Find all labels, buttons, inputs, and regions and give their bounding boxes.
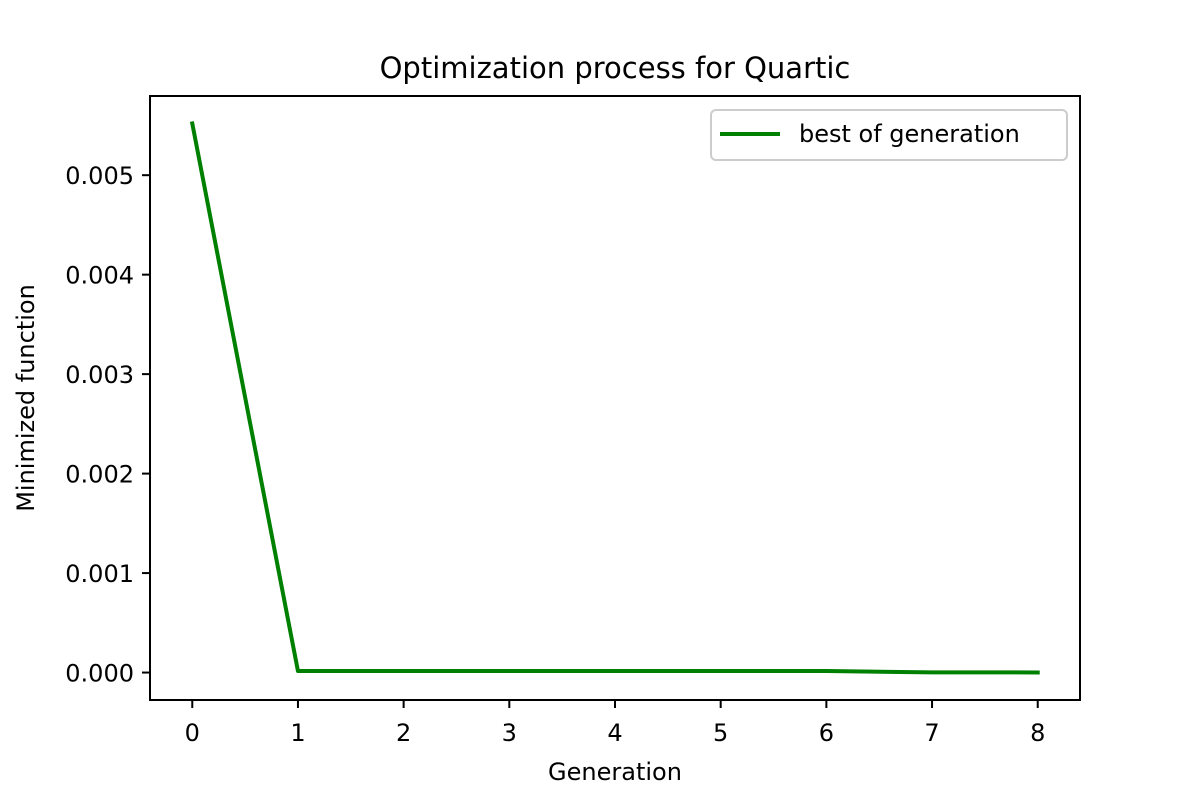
legend-box bbox=[710, 109, 1068, 161]
y-tick-label: 0.002 bbox=[65, 461, 134, 489]
y-tick-label: 0.000 bbox=[65, 660, 134, 688]
x-tick-label: 0 bbox=[185, 719, 200, 747]
x-tick-label: 5 bbox=[713, 719, 728, 747]
y-tick-label: 0.005 bbox=[65, 162, 134, 190]
legend: best of generation bbox=[710, 109, 1068, 161]
y-tick-label: 0.003 bbox=[65, 361, 134, 389]
series-layer bbox=[189, 121, 1040, 675]
axis-ticks: 0 1 2 3 4 5 6 7 8 0.000 0.001 0.002 0.003 0.004 0.005 bbox=[65, 162, 1045, 747]
y-tick-label: 0.001 bbox=[65, 560, 134, 588]
series-line-best-of-generation bbox=[189, 121, 1040, 675]
chart-title: Optimization process for Quartic bbox=[380, 51, 851, 85]
plot-frame bbox=[149, 95, 1081, 701]
x-tick-label: 6 bbox=[819, 719, 834, 747]
x-tick-label: 4 bbox=[607, 719, 622, 747]
x-axis-title: Generation bbox=[548, 758, 682, 786]
x-tick-label: 8 bbox=[1030, 719, 1045, 747]
y-tick-label: 0.004 bbox=[65, 262, 134, 290]
y-axis-title: Minimized function bbox=[12, 284, 40, 512]
legend-label: best of generation bbox=[799, 120, 1020, 148]
x-tick-label: 1 bbox=[290, 719, 305, 747]
x-tick-label: 3 bbox=[502, 719, 517, 747]
x-tick-label: 2 bbox=[396, 719, 411, 747]
x-tick-label: 7 bbox=[924, 719, 939, 747]
